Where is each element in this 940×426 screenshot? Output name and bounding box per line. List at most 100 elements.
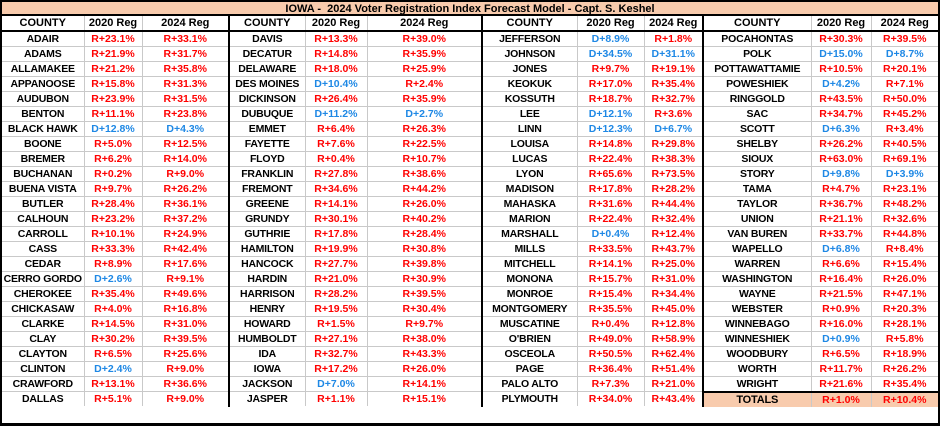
- reg-2020-cell: R+17.2%: [304, 361, 368, 377]
- reg-2024-cell: R+20.3%: [870, 301, 938, 317]
- reg-2024-cell: R+12.5%: [141, 136, 228, 152]
- county-row: LYON R+65.6% R+73.5%: [483, 166, 702, 182]
- county-row: POTTAWATTAMIE R+10.5% R+20.1%: [704, 61, 938, 77]
- county-row: APPANOOSE R+15.8% R+31.3%: [2, 76, 228, 92]
- reg-2024-cell: R+35.4%: [643, 76, 702, 92]
- county-row: FREMONT R+34.6% R+44.2%: [230, 181, 481, 197]
- county-row: WARREN R+6.6% R+15.4%: [704, 256, 938, 272]
- column-header-row: COUNTY 2020 Reg 2024 Reg: [483, 16, 702, 32]
- reg-2020-cell: R+34.7%: [810, 106, 872, 122]
- county-row: SHELBY R+26.2% R+40.5%: [704, 136, 938, 152]
- county-cell: WINNESHIEK: [704, 331, 812, 347]
- county-row: ADAMS R+21.9% R+31.7%: [2, 46, 228, 62]
- county-row: WINNEBAGO R+16.0% R+28.1%: [704, 316, 938, 332]
- county-cell: CLINTON: [2, 361, 85, 377]
- reg-2024-cell: R+14.1%: [366, 376, 481, 392]
- reg-2020-cell: R+11.1%: [83, 106, 143, 122]
- county-cell: LYON: [483, 166, 578, 182]
- county-cell: HOWARD: [230, 316, 306, 332]
- reg-2024-cell: R+35.8%: [141, 61, 228, 77]
- reg-2024-cell: R+15.1%: [366, 391, 481, 406]
- county-cell: LEE: [483, 106, 578, 122]
- reg-2020-cell: R+19.9%: [304, 241, 368, 257]
- reg-2024-cell: R+45.2%: [870, 106, 938, 122]
- reg-2024-cell: R+43.4%: [643, 391, 702, 406]
- reg-2020-cell: D+7.0%: [304, 376, 368, 392]
- reg-2024-cell: R+29.8%: [643, 136, 702, 152]
- county-row: CLARKE R+14.5% R+31.0%: [2, 316, 228, 332]
- county-cell: SAC: [704, 106, 812, 122]
- county-row: POCAHONTAS R+30.3% R+39.5%: [704, 30, 938, 47]
- county-row: HARDIN R+21.0% R+30.9%: [230, 271, 481, 287]
- county-row: OSCEOLA R+50.5% R+62.4%: [483, 346, 702, 362]
- county-cell: CEDAR: [2, 256, 85, 272]
- county-row: VAN BUREN R+33.7% R+44.8%: [704, 226, 938, 242]
- reg-2020-cell: R+63.0%: [810, 151, 872, 167]
- reg-2024-cell: R+25.0%: [643, 256, 702, 272]
- reg-2024-cell: R+19.1%: [643, 61, 702, 77]
- county-row: CLAY R+30.2% R+39.5%: [2, 331, 228, 347]
- reg-2024-cell: R+38.3%: [643, 151, 702, 167]
- reg-2024-cell: R+62.4%: [643, 346, 702, 362]
- county-row: GREENE R+14.1% R+26.0%: [230, 196, 481, 212]
- county-cell: MONONA: [483, 271, 578, 287]
- reg-2020-cell: R+5.1%: [83, 391, 143, 406]
- county-row: MONROE R+15.4% R+34.4%: [483, 286, 702, 302]
- page-title: IOWA - 2024 Voter Registration Index For…: [2, 2, 938, 16]
- county-row: LOUISA R+14.8% R+29.8%: [483, 136, 702, 152]
- reg-2024-cell: R+25.9%: [366, 61, 481, 77]
- reg-2020-cell: R+8.9%: [83, 256, 143, 272]
- reg-2020-cell: R+21.2%: [83, 61, 143, 77]
- county-cell: FLOYD: [230, 151, 306, 167]
- reg-2024-cell: R+20.1%: [870, 61, 938, 77]
- county-row: MONONA R+15.7% R+31.0%: [483, 271, 702, 287]
- reg-2024-cell: R+22.5%: [366, 136, 481, 152]
- reg-2024-cell: D+6.7%: [643, 121, 702, 137]
- reg-2020-cell: R+13.3%: [304, 30, 368, 47]
- county-row: LUCAS R+22.4% R+38.3%: [483, 151, 702, 167]
- reg-2024-cell: D+31.1%: [643, 46, 702, 62]
- county-cell: CHICKASAW: [2, 301, 85, 317]
- county-row: CLINTON D+2.4% R+9.0%: [2, 361, 228, 377]
- reg-2020-cell: R+30.1%: [304, 211, 368, 227]
- reg-2024-cell: R+73.5%: [643, 166, 702, 182]
- county-row: BUTLER R+28.4% R+36.1%: [2, 196, 228, 212]
- column-header-reg-2024: 2024 Reg: [366, 16, 481, 32]
- county-cell: BOONE: [2, 136, 85, 152]
- reg-2024-cell: R+39.5%: [870, 30, 938, 47]
- reg-2024-cell: R+40.5%: [870, 136, 938, 152]
- reg-2020-cell: R+1.0%: [810, 391, 872, 407]
- county-cell: GRUNDY: [230, 211, 306, 227]
- reg-2020-cell: D+0.4%: [576, 226, 645, 242]
- reg-2024-cell: R+43.3%: [366, 346, 481, 362]
- county-row: KEOKUK R+17.0% R+35.4%: [483, 76, 702, 92]
- county-table: COUNTY 2020 Reg 2024 Reg DAVIS R+13.3% R+39.0…: [230, 16, 481, 406]
- county-cell: UNION: [704, 211, 812, 227]
- county-row: JOHNSON D+34.5% D+31.1%: [483, 46, 702, 62]
- reg-2020-cell: R+21.1%: [810, 211, 872, 227]
- county-cell: EMMET: [230, 121, 306, 137]
- county-cell: JASPER: [230, 391, 306, 406]
- county-row: TAYLOR R+36.7% R+48.2%: [704, 196, 938, 212]
- reg-2024-cell: R+35.4%: [870, 376, 938, 393]
- county-row: MARSHALL D+0.4% R+12.4%: [483, 226, 702, 242]
- totals-row: TOTALS R+1.0% R+10.4%: [704, 391, 938, 407]
- column-header-county: COUNTY: [230, 16, 306, 32]
- county-cell: VAN BUREN: [704, 226, 812, 242]
- reg-2020-cell: R+36.4%: [576, 361, 645, 377]
- reg-2024-cell: R+42.4%: [141, 241, 228, 257]
- reg-2020-cell: R+21.0%: [304, 271, 368, 287]
- reg-2020-cell: R+14.1%: [304, 196, 368, 212]
- county-row: WAPELLO D+6.8% R+8.4%: [704, 241, 938, 257]
- county-cell: GREENE: [230, 196, 306, 212]
- reg-2024-cell: R+26.3%: [366, 121, 481, 137]
- county-row: MADISON R+17.8% R+28.2%: [483, 181, 702, 197]
- county-row: LINN D+12.3% D+6.7%: [483, 121, 702, 137]
- reg-2024-cell: R+32.7%: [643, 91, 702, 107]
- reg-2020-cell: R+49.0%: [576, 331, 645, 347]
- county-row: WASHINGTON R+16.4% R+26.0%: [704, 271, 938, 287]
- reg-2024-cell: R+48.2%: [870, 196, 938, 212]
- county-cell: JOHNSON: [483, 46, 578, 62]
- reg-2024-cell: R+31.5%: [141, 91, 228, 107]
